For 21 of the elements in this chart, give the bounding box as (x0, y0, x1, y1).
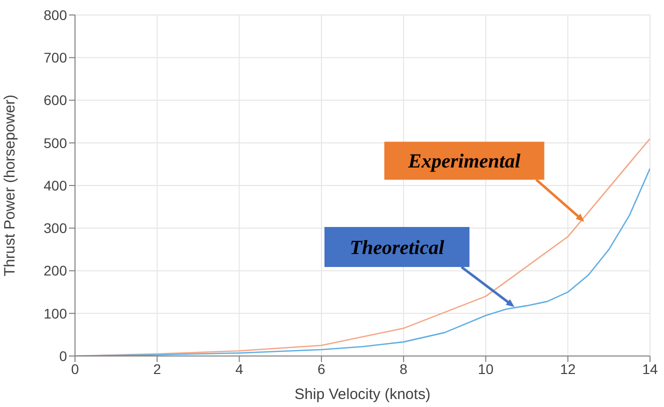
x-tick-label: 4 (235, 360, 244, 377)
y-tick-label: 500 (44, 134, 68, 151)
annotation: Experimental (407, 150, 521, 173)
x-tick-label: 10 (478, 360, 494, 377)
x-axis-title: Ship Velocity (knots) (294, 386, 430, 403)
x-tick-label: 6 (318, 360, 326, 377)
y-tick-label: 300 (44, 220, 68, 236)
x-tick-label: 8 (400, 360, 408, 377)
y-tick-label: 200 (44, 262, 68, 279)
y-axis-title: Thrust Power (horsepower) (1, 94, 18, 276)
y-tick-label: 600 (44, 92, 68, 108)
y-tick-label: 100 (44, 305, 68, 322)
y-tick-label: 700 (44, 50, 68, 66)
annotation: Theoretical (350, 236, 445, 259)
x-tick-label: 12 (560, 360, 576, 377)
x-tick-label: 14 (642, 360, 658, 377)
x-tick-label: 0 (71, 360, 80, 377)
y-tick-label: 800 (44, 6, 68, 23)
y-tick-label: 400 (44, 177, 68, 194)
x-tick-label: 2 (153, 360, 162, 377)
y-tick-label: 0 (59, 348, 68, 364)
